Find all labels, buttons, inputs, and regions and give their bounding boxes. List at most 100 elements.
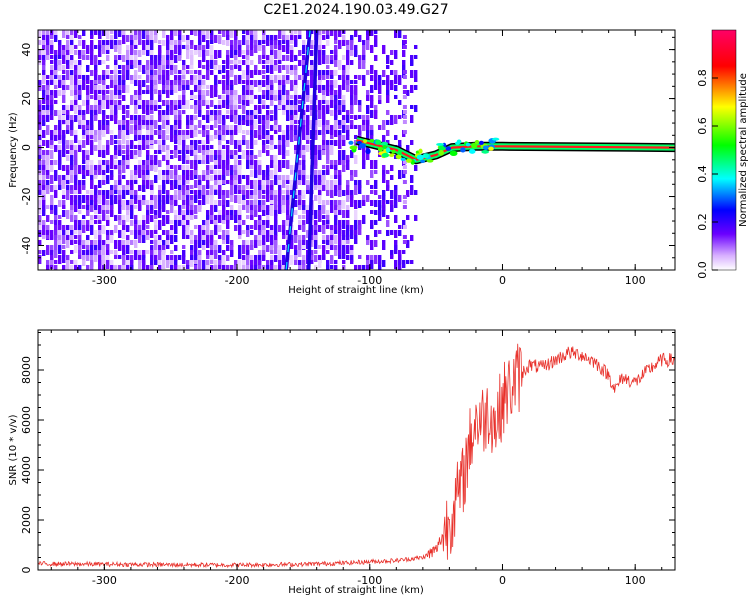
heatmap-cell bbox=[146, 165, 150, 174]
heatmap-cell bbox=[230, 175, 234, 181]
heatmap-cell bbox=[222, 240, 226, 244]
heatmap-cell bbox=[342, 75, 346, 83]
heatmap-cell bbox=[270, 65, 274, 70]
heatmap-cell bbox=[342, 65, 346, 73]
heatmap-cell bbox=[246, 155, 250, 164]
heatmap-cell bbox=[334, 180, 338, 187]
heatmap-cell bbox=[342, 135, 346, 141]
heatmap-cell bbox=[250, 110, 254, 117]
heatmap-cell bbox=[106, 230, 110, 235]
heatmap-cell bbox=[202, 170, 206, 179]
heatmap-cell bbox=[254, 30, 258, 36]
heatmap-cell bbox=[138, 235, 142, 243]
heatmap-cell bbox=[346, 160, 350, 170]
heatmap-cell bbox=[206, 110, 210, 116]
heatmap-cell bbox=[46, 235, 50, 239]
heatmap-cell bbox=[126, 265, 130, 270]
heatmap-cell bbox=[286, 140, 290, 147]
heatmap-cell bbox=[86, 75, 90, 84]
heatmap-cell bbox=[350, 195, 354, 203]
heatmap-cell bbox=[194, 45, 198, 54]
heatmap-cell bbox=[138, 225, 142, 230]
heatmap-cell bbox=[282, 200, 286, 207]
heatmap-cell bbox=[386, 170, 390, 174]
signal-blob bbox=[363, 139, 368, 143]
heatmap-cell bbox=[322, 180, 326, 186]
heatmap-cell bbox=[294, 110, 298, 118]
heatmap-cell bbox=[370, 65, 374, 74]
heatmap-cell bbox=[58, 55, 62, 59]
heatmap-cell bbox=[266, 220, 270, 228]
y-tick-label: -20 bbox=[20, 188, 33, 206]
heatmap-cell bbox=[202, 90, 206, 96]
heatmap-cell bbox=[142, 65, 146, 74]
heatmap-cell bbox=[282, 35, 286, 40]
signal-blob bbox=[369, 139, 375, 143]
heatmap-cell bbox=[230, 170, 234, 178]
heatmap-cell bbox=[302, 190, 306, 196]
heatmap-cell bbox=[238, 250, 242, 259]
heatmap-cell bbox=[302, 265, 306, 270]
heatmap-cell bbox=[346, 240, 350, 244]
heatmap-cell bbox=[58, 180, 62, 189]
heatmap-cell bbox=[326, 80, 330, 87]
heatmap-cell bbox=[130, 175, 134, 180]
heatmap-cell bbox=[170, 185, 174, 190]
heatmap-cell bbox=[70, 165, 74, 174]
heatmap-cell bbox=[386, 95, 390, 103]
heatmap-cell bbox=[374, 105, 378, 113]
heatmap-cell bbox=[90, 95, 94, 99]
heatmap-cell bbox=[150, 255, 154, 260]
heatmap-cell bbox=[38, 80, 42, 89]
heatmap-cell bbox=[194, 130, 198, 137]
heatmap-cell bbox=[394, 95, 398, 99]
heatmap-cell bbox=[306, 85, 310, 90]
heatmap-cell bbox=[342, 105, 346, 112]
heatmap-cell bbox=[142, 140, 146, 149]
heatmap-cell bbox=[238, 75, 242, 81]
heatmap-cell bbox=[322, 215, 326, 219]
heatmap-cell bbox=[186, 175, 190, 181]
heatmap-cell bbox=[98, 95, 102, 101]
heatmap-cell bbox=[134, 115, 138, 120]
heatmap-cell bbox=[190, 70, 194, 74]
heatmap-cell bbox=[298, 75, 302, 80]
heatmap-cell bbox=[402, 75, 407, 79]
heatmap-cell bbox=[382, 210, 386, 217]
heatmap-cell bbox=[62, 30, 66, 38]
heatmap-cell bbox=[106, 65, 110, 69]
heatmap-cell bbox=[98, 215, 102, 222]
heatmap-cell bbox=[258, 255, 262, 262]
heatmap-cell bbox=[158, 160, 162, 167]
heatmap-cell bbox=[138, 60, 142, 65]
heatmap-cell bbox=[178, 205, 182, 212]
heatmap-cell bbox=[226, 60, 230, 69]
heatmap-cell bbox=[334, 110, 338, 118]
heatmap-cell bbox=[154, 260, 158, 265]
heatmap-cell bbox=[246, 185, 250, 189]
heatmap-cell bbox=[122, 35, 126, 44]
heatmap-cell bbox=[130, 40, 134, 46]
heatmap-cell bbox=[226, 80, 230, 86]
heatmap-cell bbox=[82, 125, 86, 131]
heatmap-cell bbox=[110, 70, 114, 74]
heatmap-cell bbox=[346, 245, 350, 254]
heatmap-cell bbox=[74, 185, 78, 194]
heatmap-cell bbox=[170, 150, 174, 154]
heatmap-cell bbox=[170, 255, 174, 264]
signal-blob bbox=[405, 158, 412, 163]
heatmap-cell bbox=[50, 40, 54, 48]
heatmap-cell bbox=[234, 175, 238, 181]
heatmap-cell bbox=[146, 215, 150, 224]
heatmap-cell bbox=[186, 85, 190, 90]
heatmap-cell bbox=[126, 260, 130, 268]
heatmap-cell bbox=[210, 135, 214, 141]
heatmap-cell bbox=[98, 75, 102, 82]
heatmap-cell bbox=[342, 155, 346, 163]
heatmap-cell bbox=[302, 155, 306, 162]
heatmap-cell bbox=[354, 210, 358, 220]
heatmap-cell bbox=[282, 160, 286, 168]
heatmap-cell bbox=[378, 260, 382, 265]
